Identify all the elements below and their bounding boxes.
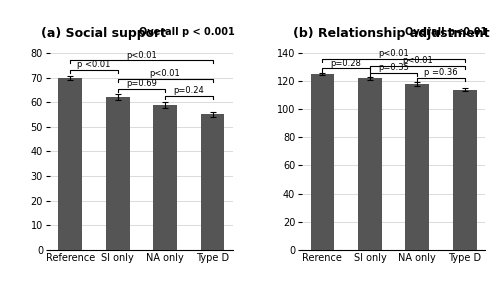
Text: p <0.01: p <0.01 bbox=[77, 60, 110, 69]
Bar bbox=[358, 78, 382, 250]
Text: p=0.28: p=0.28 bbox=[330, 59, 362, 68]
Text: p=0.69: p=0.69 bbox=[126, 79, 157, 88]
Text: p=0.24: p=0.24 bbox=[174, 86, 204, 95]
Bar bbox=[106, 97, 130, 250]
Bar bbox=[58, 78, 82, 250]
Bar bbox=[406, 84, 429, 250]
Text: p<0.01: p<0.01 bbox=[402, 56, 432, 65]
Text: p<0.01: p<0.01 bbox=[126, 51, 157, 59]
Bar bbox=[310, 74, 334, 250]
Text: p<0.01: p<0.01 bbox=[150, 69, 180, 78]
Text: (b) Relationship adjustment: (b) Relationship adjustment bbox=[293, 27, 490, 40]
Text: p=0.35: p=0.35 bbox=[378, 63, 409, 72]
Text: (a) Social support: (a) Social support bbox=[41, 27, 166, 40]
Text: p<0.01: p<0.01 bbox=[378, 49, 409, 58]
Text: Overall p<0.01: Overall p<0.01 bbox=[404, 27, 487, 37]
Text: p =0.36: p =0.36 bbox=[424, 68, 458, 77]
Bar bbox=[453, 89, 476, 250]
Text: Overall p < 0.001: Overall p < 0.001 bbox=[139, 27, 234, 37]
Bar bbox=[154, 105, 177, 250]
Bar bbox=[200, 114, 224, 250]
